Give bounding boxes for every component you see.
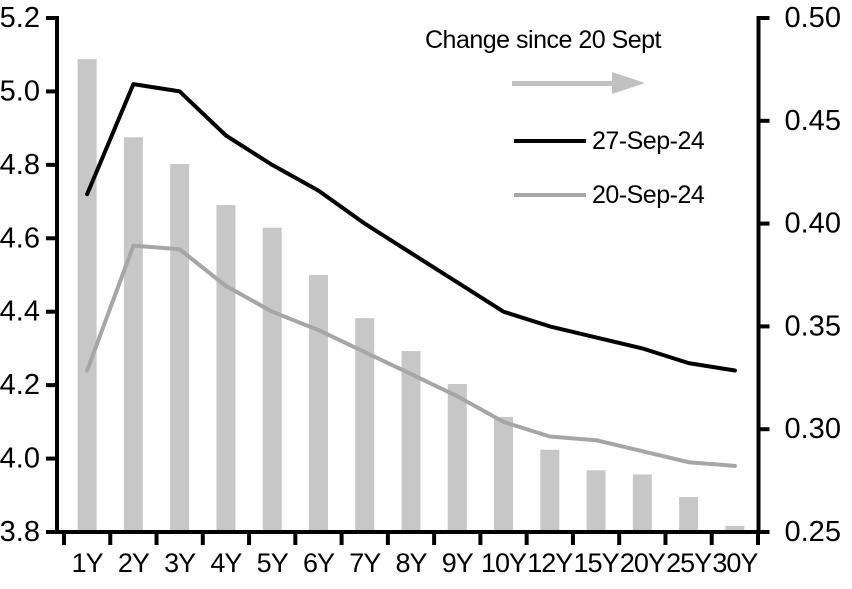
bar-9Y (447, 383, 467, 532)
right-axis-tick-label: 0.30 (785, 413, 841, 445)
bar-30Y (725, 525, 745, 532)
x-axis-tick-label: 1Y (72, 548, 104, 578)
left-axis-tick-label: 4.2 (0, 369, 40, 401)
bar-10Y (494, 416, 514, 532)
bar-6Y (308, 275, 328, 532)
x-axis-tick-label: 9Y (442, 548, 474, 578)
x-axis-tick-label: 5Y (257, 548, 289, 578)
x-axis-tick-label: 6Y (303, 548, 335, 578)
x-axis-tick-label: 12Y (527, 548, 573, 578)
bar-1Y (77, 59, 97, 533)
x-axis-tick-label: 8Y (395, 548, 427, 578)
right-axis-tick-label: 0.35 (785, 310, 841, 342)
legend-title: Change since 20 Sept (424, 26, 662, 54)
legend-line-swatch-20-sep (514, 193, 586, 197)
bar-5Y (262, 227, 282, 532)
series-line-27-sep-24 (85, 82, 737, 373)
x-axis-tick-label: 20Y (620, 548, 666, 578)
bar-2Y (123, 137, 143, 533)
bar-8Y (401, 351, 421, 532)
left-axis-tick-label: 4.6 (0, 222, 40, 254)
bar-7Y (355, 318, 375, 532)
left-axis-tick-label: 5.0 (0, 75, 40, 107)
bar-20Y (632, 474, 652, 532)
x-axis-tick-label: 4Y (210, 548, 242, 578)
legend-label: 20-Sep-24 (592, 181, 705, 209)
bar-3Y (170, 163, 190, 532)
right-arrow-icon (512, 81, 614, 86)
x-axis-tick-label: 25Y (666, 548, 712, 578)
series-line-20-sep-24 (85, 243, 737, 468)
x-axis-tick-label: 15Y (574, 548, 620, 578)
x-axis-tick-label: 2Y (118, 548, 150, 578)
x-axis-tick-label: 30Y (712, 548, 758, 578)
right-arrow-head-icon (612, 72, 645, 94)
left-axis-tick-label: 4.0 (0, 443, 40, 475)
x-axis-tick-label: 3Y (164, 548, 196, 578)
x-axis-tick-label: 10Y (481, 548, 527, 578)
right-axis-tick-label: 0.50 (785, 2, 841, 34)
legend-line-swatch-27-sep (514, 139, 586, 143)
left-axis-tick-label: 3.8 (0, 516, 40, 548)
legend-label: 27-Sep-24 (592, 127, 705, 155)
right-axis-tick-label: 0.40 (785, 208, 841, 240)
right-axis-tick-label: 0.25 (785, 516, 841, 548)
x-axis-tick-label: 7Y (349, 548, 381, 578)
bar-15Y (586, 470, 606, 532)
right-axis-tick-label: 0.45 (785, 105, 841, 137)
left-axis-tick-label: 4.8 (0, 149, 40, 181)
left-axis-tick-label: 4.4 (0, 296, 40, 328)
bar-12Y (540, 449, 560, 532)
bar-25Y (679, 497, 699, 532)
bar-4Y (216, 205, 236, 532)
left-axis-tick-label: 5.2 (0, 2, 40, 34)
